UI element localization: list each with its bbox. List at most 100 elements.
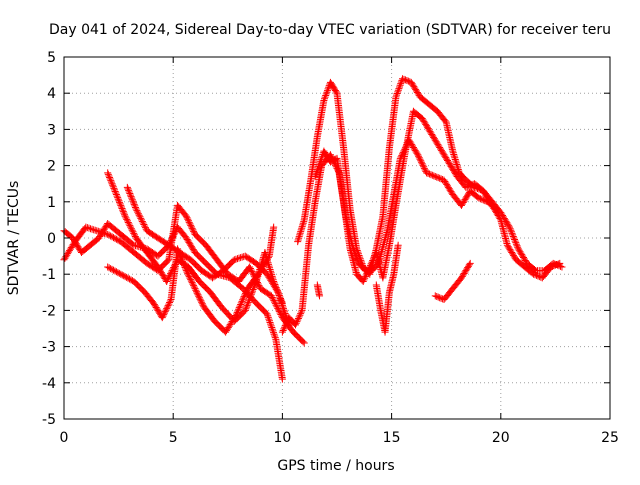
data-point [354,250,362,258]
data-point [196,295,204,303]
data-point [160,309,168,317]
data-point [131,231,139,239]
data-point [104,263,112,271]
data-point [486,199,494,207]
data-point [125,188,133,196]
data-point [299,221,307,229]
data-point [459,199,467,207]
data-point [297,308,305,316]
x-tick-label: 20 [492,430,510,446]
data-point [277,298,285,306]
data-point [157,269,165,277]
data-point [87,225,95,233]
data-point [430,133,438,141]
data-point [359,277,367,285]
data-point [125,186,133,194]
data-point [271,332,279,340]
data-point [237,301,245,309]
data-point [74,243,82,251]
data-point [366,261,374,269]
data-point [450,150,458,158]
data-point [440,176,448,184]
grid-layer [64,57,610,419]
data-point [324,85,332,93]
data-point [295,313,303,321]
data-point [162,306,170,314]
data-point [235,304,243,312]
data-point [230,256,238,264]
data-point [222,328,230,336]
x-tick-label: 10 [273,430,291,446]
data-point [427,171,435,179]
data-point [414,90,422,98]
data-point [263,310,271,318]
data-point [115,197,123,205]
data-point [296,231,304,239]
data-point [423,123,431,131]
data-point [184,271,192,279]
data-point [359,261,367,269]
data-point [276,293,284,301]
data-point [270,329,278,337]
data-point [101,229,109,237]
data-point [278,328,286,336]
data-point [353,247,361,255]
data-point [184,215,192,223]
data-point [412,148,420,156]
y-tick-label: -3 [42,340,56,356]
data-point [271,284,279,292]
data-point [130,200,138,208]
data-point [134,208,142,216]
data-point [510,234,518,242]
data-point [281,308,289,316]
data-point [266,318,274,326]
data-point [266,264,274,272]
data-point [112,235,120,243]
data-point [458,200,466,208]
data-point [457,201,465,209]
data-point [246,265,254,273]
data-point [154,306,162,314]
data-point [111,186,119,194]
data-point [271,334,279,342]
data-point [274,288,282,296]
data-point [188,224,196,232]
data-point [464,264,472,272]
data-point [399,75,407,83]
data-point [187,223,195,231]
data-point [248,289,256,297]
data-point [127,193,135,201]
data-point [364,268,372,276]
data-point [394,241,402,249]
data-point [75,244,83,252]
data-point [163,303,171,311]
data-point [223,327,231,335]
data-point [520,254,528,262]
data-point [226,321,234,329]
y-tick-label: -2 [42,303,56,319]
series-group [313,281,324,300]
data-point [237,254,245,262]
data-point [111,234,119,242]
data-point [439,149,447,157]
data-point [463,265,471,273]
data-point [187,277,195,285]
data-point [198,298,206,306]
data-point [445,185,453,193]
data-point [117,203,125,211]
data-point [437,145,445,153]
data-point [85,224,93,232]
data-point [510,253,518,261]
data-point [441,152,449,160]
data-point [249,285,257,293]
data-point [463,193,471,201]
data-point [480,188,488,196]
data-point [230,315,238,323]
data-point [299,219,307,227]
data-point [300,218,308,226]
data-point [320,95,328,103]
data-point [476,195,484,203]
data-point [124,185,132,193]
data-point [311,172,319,180]
data-point [452,159,460,167]
